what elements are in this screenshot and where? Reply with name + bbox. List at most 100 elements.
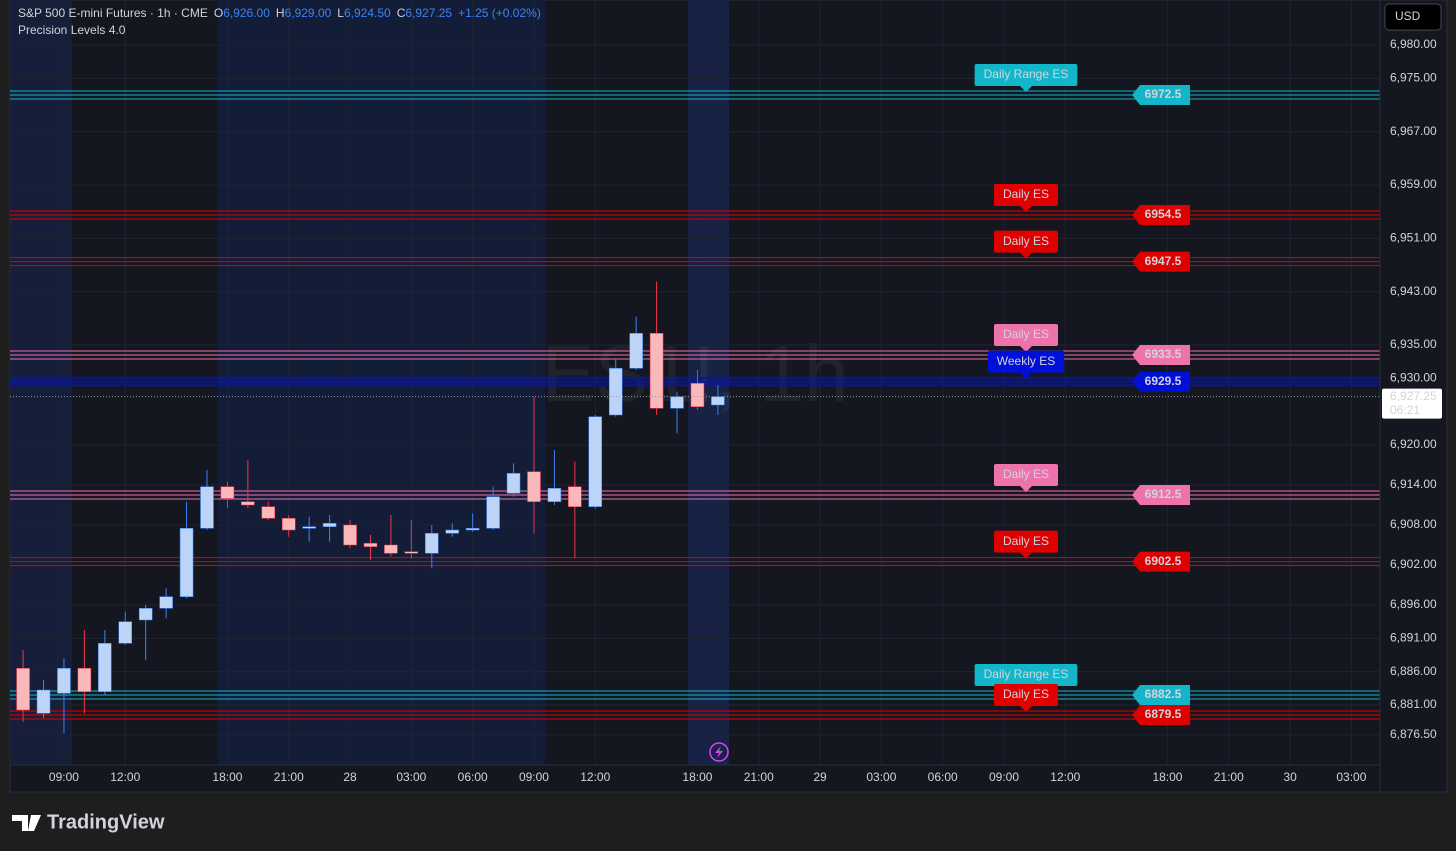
l: 6,924.50 (344, 6, 391, 20)
x-tick-label: 09:00 (989, 770, 1019, 784)
candle-body (384, 544, 398, 554)
last-price-tag (1382, 388, 1442, 419)
level-label: Daily ES (993, 464, 1059, 492)
y-tick-label: 6,896.00 (1390, 597, 1437, 611)
level-tag-value: 6882.5 (1145, 687, 1182, 701)
level-label: Daily Range ES (974, 664, 1078, 692)
level-tag-shape (1132, 251, 1190, 272)
candle-body (77, 668, 92, 692)
currency: USD (1395, 9, 1421, 23)
level-name-box (993, 184, 1059, 206)
level-tag-shape (1132, 551, 1190, 572)
level-name-box (974, 664, 1078, 686)
candle-body (465, 528, 480, 531)
candle-body (425, 533, 439, 554)
candle-body (241, 501, 255, 506)
level-name-box (993, 464, 1059, 486)
x-tick-label: 12:00 (110, 770, 140, 784)
candle-body (547, 488, 562, 502)
session-shade (10, 0, 72, 765)
countdown: 06:21 (1390, 403, 1420, 417)
x-tick-label: 03:00 (396, 770, 426, 784)
l-label: L (337, 6, 344, 20)
candle-body (629, 333, 643, 369)
session-shade (688, 0, 729, 765)
level-name: Daily Range ES (984, 67, 1069, 81)
level-label: Daily ES (993, 230, 1059, 259)
indicator: Precision Levels 4.0 (18, 23, 126, 37)
level-tag: 6879.5 (1132, 705, 1190, 725)
c-label: C (397, 6, 406, 20)
x-tick-label: 18:00 (1152, 770, 1182, 784)
logo (12, 815, 41, 831)
x-tick-label: 06:00 (458, 770, 488, 784)
candle-body (404, 551, 419, 554)
candle-body (649, 333, 664, 409)
level-name-box (974, 64, 1078, 86)
level-tag: 6947.5 (1132, 251, 1190, 272)
y-tick-label: 6,943.00 (1390, 284, 1437, 298)
level-tag-value: 6954.5 (1145, 207, 1182, 221)
level-tag-shape (1132, 205, 1190, 225)
candle-body (588, 416, 603, 507)
candle-body (138, 608, 153, 621)
x-tick-label: 03:00 (866, 770, 896, 784)
x-tick-label: 28 (343, 770, 357, 784)
level-tag: 6929.5 (1132, 371, 1190, 392)
level-tag-value: 6912.5 (1145, 487, 1182, 501)
level-name-pointer (1020, 206, 1032, 212)
x-tick-label: 29 (813, 770, 827, 784)
level-name: Daily ES (1003, 467, 1049, 481)
level-label: Daily ES (993, 184, 1059, 212)
currency-button[interactable] (1384, 3, 1442, 31)
x-tick-label: 21:00 (1214, 770, 1244, 784)
y-tick-label: 6,920.00 (1390, 437, 1437, 451)
y-tick-label: 6,891.00 (1390, 631, 1437, 645)
level-tag: 6902.5 (1132, 551, 1190, 572)
candle-body (343, 524, 357, 546)
level-name: Daily Range ES (984, 667, 1069, 681)
level-tag: 6882.5 (1132, 685, 1190, 705)
level-tag-value: 6929.5 (1145, 374, 1182, 388)
level-name-box (993, 230, 1059, 253)
header: S&P 500 E-mini Futures · 1h · CME O6,926.… (18, 6, 541, 20)
level-name-pointer (1020, 252, 1032, 259)
level-label: Weekly ES (987, 350, 1065, 379)
level-label: Daily ES (993, 324, 1059, 352)
x-tick-label: 21:00 (274, 770, 304, 784)
candle-body (179, 528, 194, 597)
x-tick-label: 06:00 (928, 770, 958, 784)
h: 6,929.00 (285, 6, 332, 20)
level-name: Daily ES (1003, 534, 1049, 548)
candle-body (220, 486, 235, 499)
candle-body (200, 486, 214, 529)
candle-body (363, 543, 378, 547)
y-tick-label: 6,951.00 (1390, 231, 1437, 245)
alert-bolt (715, 746, 723, 758)
y-tick-label: 6,967.00 (1390, 124, 1437, 138)
level-name-pointer (1020, 86, 1032, 92)
level-tag: 6954.5 (1132, 205, 1190, 225)
symbol: S&P 500 E-mini Futures · 1h · CME (18, 6, 208, 20)
level-tag-value: 6947.5 (1145, 254, 1182, 268)
h-label: H (276, 6, 285, 20)
y-tick-label: 6,935.00 (1390, 337, 1437, 351)
candle-body (16, 668, 30, 711)
x-tick-label: 09:00 (49, 770, 79, 784)
alert-icon[interactable] (709, 742, 729, 762)
x-tick-label: 18:00 (682, 770, 712, 784)
level-label: Daily ES (993, 530, 1059, 559)
candle-body (322, 523, 337, 527)
level-tag-shape (1132, 485, 1190, 505)
level-tag-value: 6933.5 (1145, 347, 1182, 361)
y-tick-label: 6,975.00 (1390, 71, 1437, 85)
level-name-pointer (1020, 552, 1032, 559)
level-tag: 6933.5 (1132, 345, 1190, 365)
y-tick-label: 6,980.00 (1390, 37, 1437, 51)
level-tag-value: 6902.5 (1145, 554, 1182, 568)
level-name-box (987, 350, 1065, 373)
y-tick-label: 6,914.00 (1390, 477, 1437, 491)
level-name: Daily ES (1003, 187, 1049, 201)
brand: TradingView (47, 811, 165, 833)
